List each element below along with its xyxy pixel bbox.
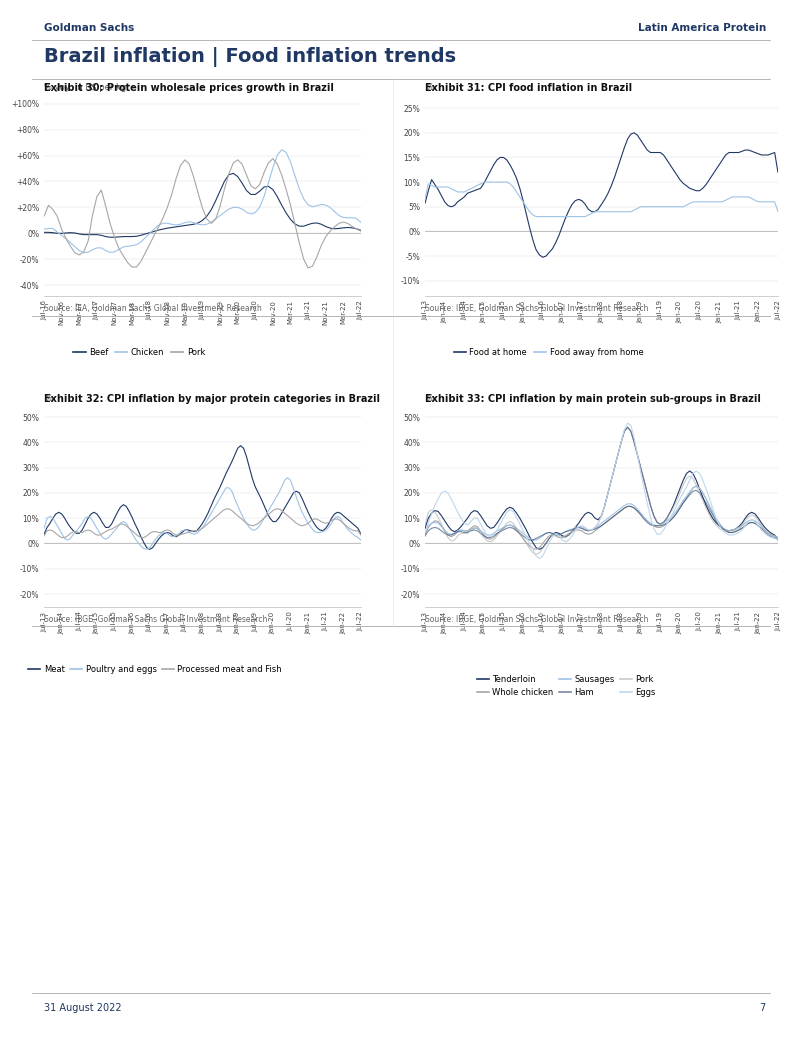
Text: Goldman Sachs: Goldman Sachs bbox=[44, 23, 135, 33]
Text: Source: IBGE, Goldman Sachs Global Investment Research: Source: IBGE, Goldman Sachs Global Inves… bbox=[425, 304, 649, 313]
Legend: Tenderloin, Whole chicken, Sausages, Ham, Pork, Eggs: Tenderloin, Whole chicken, Sausages, Ham… bbox=[473, 672, 659, 700]
Text: Exhibit 30: Protein wholesale prices growth in Brazil: Exhibit 30: Protein wholesale prices gro… bbox=[44, 83, 334, 93]
Text: % yoy, in R$ per kg: % yoy, in R$ per kg bbox=[44, 83, 127, 92]
Text: Source: IBGE, Goldman Sachs Global Investment Research: Source: IBGE, Goldman Sachs Global Inves… bbox=[425, 615, 649, 624]
Text: %: % bbox=[425, 394, 433, 403]
Text: %: % bbox=[425, 83, 433, 92]
Text: Latin America Protein: Latin America Protein bbox=[638, 23, 766, 33]
Text: Exhibit 32: CPI inflation by major protein categories in Brazil: Exhibit 32: CPI inflation by major prote… bbox=[44, 394, 380, 404]
Legend: Food at home, Food away from home: Food at home, Food away from home bbox=[450, 344, 647, 360]
Legend: Beef, Chicken, Pork: Beef, Chicken, Pork bbox=[70, 344, 209, 360]
Text: Exhibit 31: CPI food inflation in Brazil: Exhibit 31: CPI food inflation in Brazil bbox=[425, 83, 632, 93]
Text: Exhibit 33: CPI inflation by main protein sub-groups in Brazil: Exhibit 33: CPI inflation by main protei… bbox=[425, 394, 761, 404]
Text: Brazil inflation | Food inflation trends: Brazil inflation | Food inflation trends bbox=[44, 48, 456, 67]
Legend: Meat, Poultry and eggs, Processed meat and Fish: Meat, Poultry and eggs, Processed meat a… bbox=[25, 662, 286, 677]
Text: %: % bbox=[44, 394, 52, 403]
Text: Source: IEA, Goldman Sachs Global Investment Research: Source: IEA, Goldman Sachs Global Invest… bbox=[44, 304, 262, 313]
Text: Source: IBGE, Goldman Sachs Global Investment Research: Source: IBGE, Goldman Sachs Global Inves… bbox=[44, 615, 268, 624]
Text: 31 August 2022: 31 August 2022 bbox=[44, 1003, 122, 1013]
Text: 7: 7 bbox=[759, 1003, 766, 1013]
